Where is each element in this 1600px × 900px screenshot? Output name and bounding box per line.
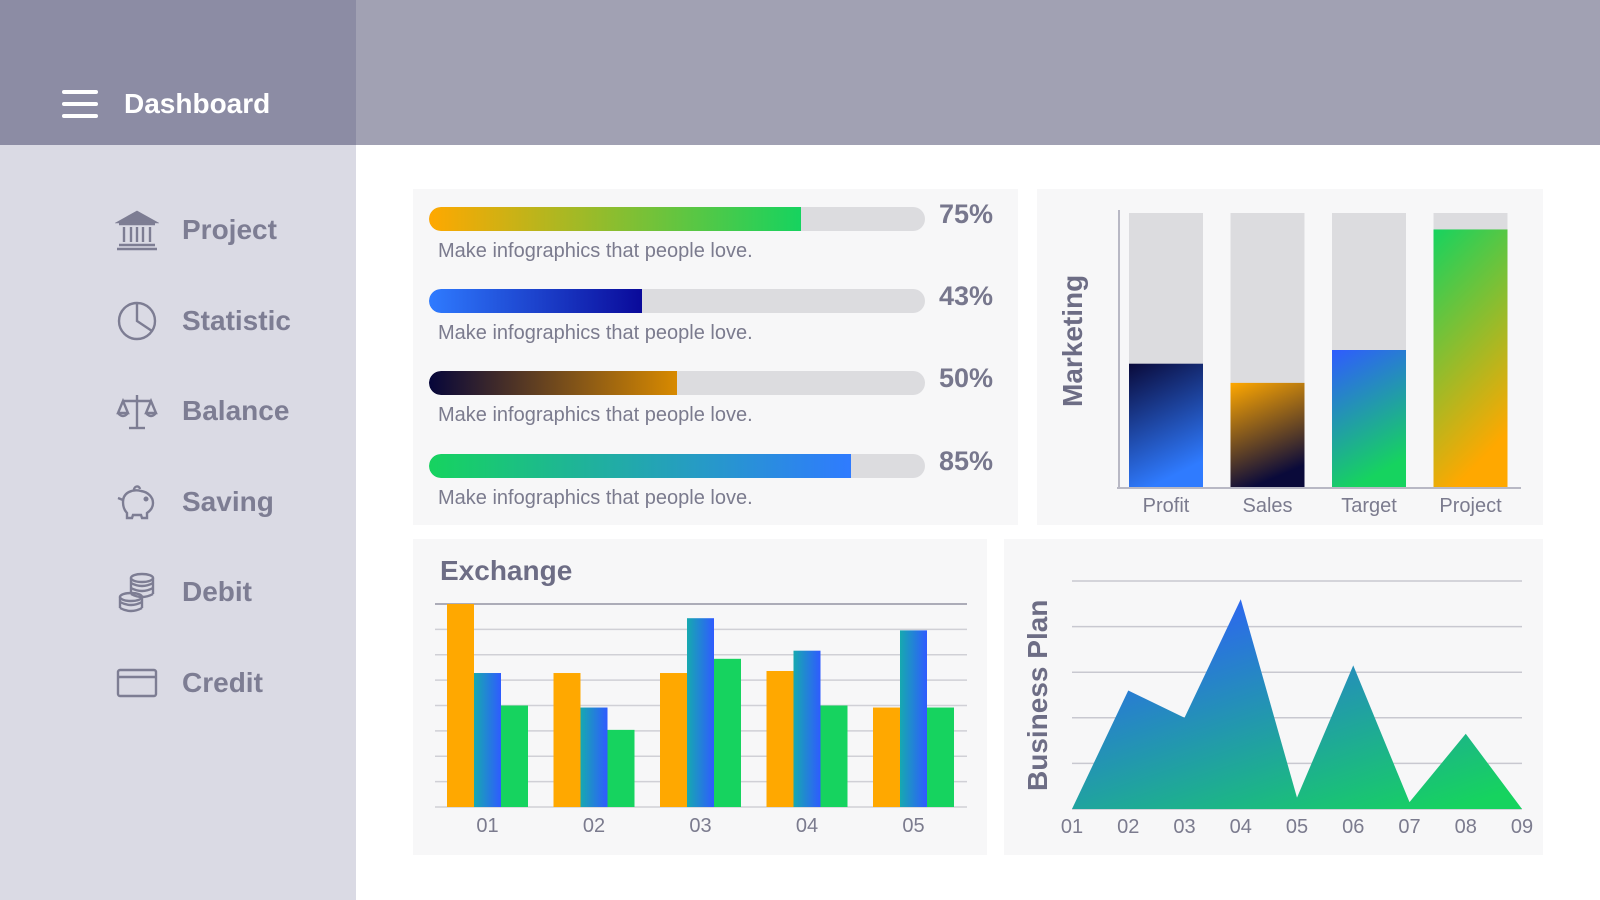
x-tick-label: 05: [902, 815, 924, 837]
business-plan-panel: Business Plan 01 02 03 04 05 06 07 08 09: [1004, 539, 1543, 855]
x-tick-label: 03: [689, 815, 711, 837]
bar: [687, 618, 714, 807]
progress-caption: Make infographics that people love.: [438, 404, 753, 426]
progress-bar: [429, 371, 925, 395]
pie-chart-icon: [114, 298, 160, 344]
x-tick-label: Target: [1341, 495, 1397, 517]
top-bar: [356, 0, 1600, 145]
progress-fill: [429, 207, 801, 231]
progress-fill: [429, 454, 851, 478]
bar: [501, 705, 528, 807]
sidebar-title: Dashboard: [124, 87, 271, 119]
menu-icon[interactable]: [62, 89, 98, 118]
sidebar-item-debit[interactable]: Debit: [0, 547, 356, 638]
x-tick-label: 02: [583, 815, 605, 837]
x-tick-label: 02: [1117, 816, 1139, 838]
bar: [607, 729, 635, 807]
sidebar-item-label: Debit: [182, 576, 252, 608]
sidebar-item-project[interactable]: Project: [0, 185, 356, 276]
progress-panel: 75% Make infographics that people love. …: [413, 189, 1018, 525]
credit-card-icon: [114, 660, 160, 706]
progress-bar: [429, 207, 925, 231]
bar: [793, 650, 821, 807]
bar: [553, 673, 581, 807]
progress-percent: 75%: [939, 199, 994, 229]
exchange-chart: 01 02 03 04 05: [435, 603, 967, 837]
business-plan-chart: 01 02 03 04 05 06 07 08 09: [1061, 580, 1533, 838]
bar: [474, 673, 501, 807]
x-tick-label: Project: [1439, 495, 1502, 517]
sidebar-item-label: Saving: [182, 485, 274, 517]
sidebar-item-label: Statistic: [182, 304, 291, 336]
bar: [660, 673, 687, 807]
area-series: [1072, 599, 1522, 809]
scale-icon: [114, 388, 160, 434]
progress-percent: 50%: [939, 363, 994, 393]
sidebar: Dashboard Project: [0, 0, 356, 900]
sidebar-header: Dashboard: [0, 0, 356, 145]
sidebar-nav: Project Statistic: [0, 185, 356, 728]
coins-icon: [114, 569, 160, 615]
sidebar-item-balance[interactable]: Balance: [0, 366, 356, 457]
sidebar-item-saving[interactable]: Saving: [0, 457, 356, 548]
progress-caption: Make infographics that people love.: [438, 240, 753, 262]
x-tick-label: 01: [1061, 816, 1083, 838]
x-tick-label: 07: [1398, 816, 1420, 838]
progress-percent: 43%: [939, 281, 994, 311]
bar: [447, 604, 474, 807]
progress-fill: [429, 289, 643, 313]
progress-caption: Make infographics that people love.: [438, 322, 753, 344]
marketing-panel: Marketing Profit Sales Target Project: [1037, 189, 1543, 525]
sidebar-item-label: Balance: [182, 395, 290, 427]
sidebar-item-label: Credit: [182, 666, 263, 698]
progress-bar: [429, 289, 925, 313]
bank-icon: [114, 207, 160, 253]
sidebar-item-credit[interactable]: Credit: [0, 638, 356, 729]
bar: [714, 658, 741, 807]
bar: [900, 630, 927, 807]
marketing-chart: Profit Sales Target Project: [1117, 210, 1521, 517]
bar: [1230, 382, 1305, 487]
x-tick-label: Profit: [1143, 495, 1190, 517]
bar: [580, 707, 608, 807]
progress-bar: [429, 454, 925, 478]
sidebar-item-label: Project: [182, 214, 277, 246]
bar: [766, 670, 794, 807]
bar: [1332, 350, 1406, 487]
x-tick-label: 09: [1511, 816, 1533, 838]
progress-fill: [429, 371, 677, 395]
bar: [1129, 363, 1203, 487]
x-tick-label: 03: [1173, 816, 1195, 838]
progress-percent: 85%: [939, 446, 994, 476]
x-tick-label: 05: [1286, 816, 1308, 838]
x-tick-label: 08: [1455, 816, 1477, 838]
sidebar-item-statistic[interactable]: Statistic: [0, 276, 356, 367]
x-tick-label: 01: [476, 815, 498, 837]
x-tick-label: 04: [796, 815, 818, 837]
x-tick-label: 04: [1230, 816, 1252, 838]
piggy-bank-icon: [114, 479, 160, 525]
exchange-panel: Exchange 01 02 03 04 05: [413, 539, 987, 855]
bar: [820, 705, 848, 807]
x-tick-label: 06: [1342, 816, 1364, 838]
bar: [1433, 229, 1508, 487]
bar: [927, 707, 954, 807]
exchange-title: Exchange: [440, 555, 573, 586]
progress-caption: Make infographics that people love.: [438, 487, 753, 509]
x-tick-label: Sales: [1242, 495, 1292, 517]
bar: [873, 707, 900, 807]
